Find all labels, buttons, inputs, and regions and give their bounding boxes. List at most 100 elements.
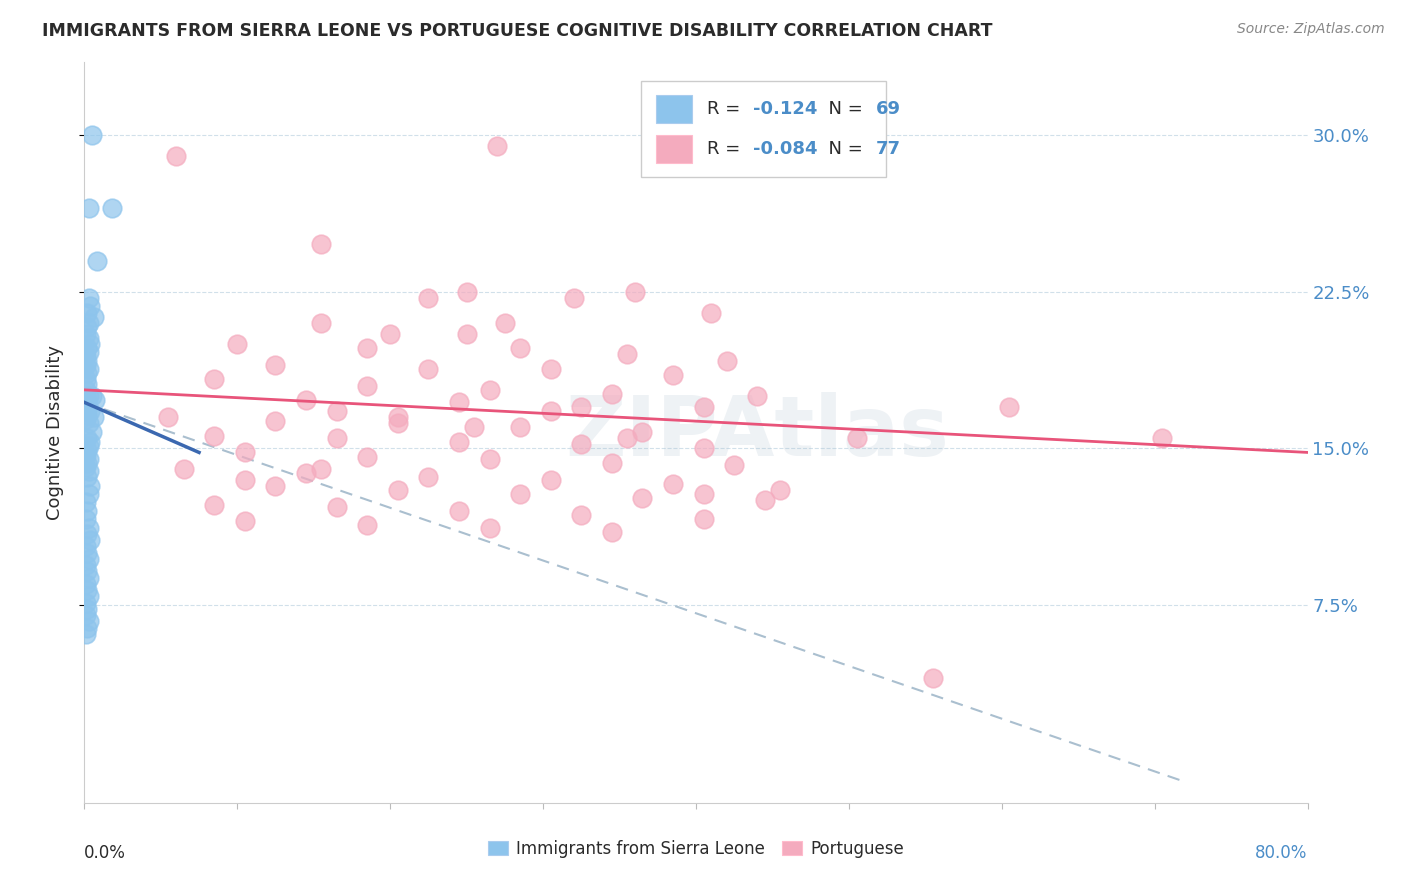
Point [77, 439, 100, 453]
Point [77, 202, 100, 216]
Point [478, 520, 501, 534]
Point [295, 467, 318, 481]
Text: 77: 77 [876, 140, 901, 158]
Text: ZIPAtlas: ZIPAtlas [565, 392, 949, 473]
Point [226, 337, 249, 351]
Point [79, 533, 101, 547]
Point [356, 450, 378, 464]
Point [75, 512, 97, 526]
Point [356, 518, 378, 533]
Point [77, 615, 100, 629]
Point [600, 524, 623, 539]
Point [380, 326, 402, 341]
Point [76, 564, 98, 578]
Point [76, 443, 98, 458]
Point [77, 291, 100, 305]
Point [75, 448, 97, 462]
Point [692, 487, 714, 501]
Point [311, 316, 333, 330]
Point [77, 570, 100, 584]
Point [569, 437, 592, 451]
Point [83, 310, 105, 324]
Point [86, 253, 108, 268]
Point [600, 456, 623, 470]
Point [75, 358, 97, 372]
Point [76, 470, 98, 484]
Point [77, 345, 100, 359]
Point [447, 395, 470, 409]
Point [754, 493, 776, 508]
Point [202, 498, 225, 512]
Text: -0.084: -0.084 [754, 140, 818, 158]
Point [418, 470, 440, 484]
Point [165, 149, 187, 163]
Point [723, 458, 745, 472]
Point [76, 526, 98, 541]
Point [79, 435, 101, 450]
Point [76, 602, 98, 616]
Point [76, 393, 98, 408]
Point [456, 326, 478, 341]
Legend: Immigrants from Sierra Leone, Portuguese: Immigrants from Sierra Leone, Portuguese [481, 833, 911, 865]
Point [173, 462, 195, 476]
Point [80, 425, 103, 439]
Point [509, 341, 531, 355]
Point [76, 401, 98, 416]
Text: IMMIGRANTS FROM SIERRA LEONE VS PORTUGUESE COGNITIVE DISABILITY CORRELATION CHAR: IMMIGRANTS FROM SIERRA LEONE VS PORTUGUE… [42, 22, 993, 40]
Point [75, 608, 97, 623]
Point [77, 362, 100, 376]
Point [747, 389, 769, 403]
Text: -0.124: -0.124 [754, 100, 818, 118]
Point [76, 353, 98, 368]
Point [356, 341, 378, 355]
Point [79, 337, 101, 351]
Point [509, 420, 531, 434]
Point [76, 320, 98, 334]
Point [486, 139, 509, 153]
Point [75, 350, 97, 364]
Point [75, 383, 97, 397]
Point [233, 445, 256, 459]
Point [76, 583, 98, 598]
Point [624, 285, 647, 299]
Point [356, 378, 378, 392]
Point [77, 590, 100, 604]
FancyBboxPatch shape [655, 95, 692, 123]
Text: R =: R = [707, 140, 747, 158]
Point [76, 306, 98, 320]
Point [692, 512, 714, 526]
Point [769, 483, 792, 497]
FancyBboxPatch shape [641, 81, 886, 178]
Point [569, 508, 592, 522]
Point [202, 372, 225, 386]
Point [77, 464, 100, 478]
Point [387, 416, 409, 430]
Point [631, 425, 654, 439]
Point [76, 376, 98, 391]
Point [478, 451, 501, 466]
Point [311, 462, 333, 476]
Point [77, 520, 100, 534]
Point [692, 442, 714, 456]
Point [157, 409, 180, 424]
Text: 80.0%: 80.0% [1256, 844, 1308, 862]
Point [509, 487, 531, 501]
Point [75, 397, 97, 411]
Point [80, 128, 103, 143]
Point [325, 431, 347, 445]
Point [233, 473, 256, 487]
Point [77, 389, 100, 403]
Point [75, 539, 97, 553]
Point [76, 545, 98, 559]
Point [75, 558, 97, 572]
Point [387, 483, 409, 497]
Text: 69: 69 [876, 100, 901, 118]
Point [447, 435, 470, 450]
Point [77, 551, 100, 566]
Point [1152, 431, 1174, 445]
Point [83, 409, 105, 424]
Point [76, 341, 98, 355]
Point [540, 403, 562, 417]
Point [998, 400, 1021, 414]
Point [79, 300, 101, 314]
